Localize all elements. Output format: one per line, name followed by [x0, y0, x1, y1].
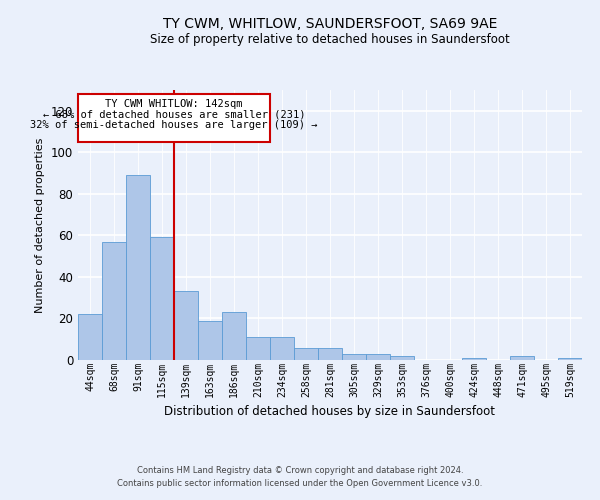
- Text: Size of property relative to detached houses in Saundersfoot: Size of property relative to detached ho…: [150, 32, 510, 46]
- Y-axis label: Number of detached properties: Number of detached properties: [35, 138, 45, 312]
- X-axis label: Distribution of detached houses by size in Saundersfoot: Distribution of detached houses by size …: [164, 405, 496, 418]
- Bar: [270, 337, 294, 360]
- Bar: [318, 348, 342, 360]
- Bar: [294, 348, 318, 360]
- Bar: [558, 358, 582, 360]
- Text: ← 68% of detached houses are smaller (231): ← 68% of detached houses are smaller (23…: [43, 110, 305, 120]
- Bar: [342, 354, 366, 360]
- Bar: [390, 356, 414, 360]
- Bar: [150, 238, 174, 360]
- Text: TY CWM WHITLOW: 142sqm: TY CWM WHITLOW: 142sqm: [105, 100, 243, 110]
- Bar: [126, 175, 150, 360]
- Bar: [222, 312, 246, 360]
- Bar: [366, 354, 390, 360]
- Text: Contains HM Land Registry data © Crown copyright and database right 2024.
Contai: Contains HM Land Registry data © Crown c…: [118, 466, 482, 487]
- Bar: [174, 292, 198, 360]
- Bar: [102, 242, 126, 360]
- Text: TY CWM, WHITLOW, SAUNDERSFOOT, SA69 9AE: TY CWM, WHITLOW, SAUNDERSFOOT, SA69 9AE: [163, 18, 497, 32]
- Bar: [78, 314, 102, 360]
- Bar: [246, 337, 270, 360]
- Text: 32% of semi-detached houses are larger (109) →: 32% of semi-detached houses are larger (…: [30, 120, 318, 130]
- Bar: [462, 358, 486, 360]
- Bar: [510, 356, 534, 360]
- FancyBboxPatch shape: [78, 94, 270, 142]
- Bar: [198, 320, 222, 360]
